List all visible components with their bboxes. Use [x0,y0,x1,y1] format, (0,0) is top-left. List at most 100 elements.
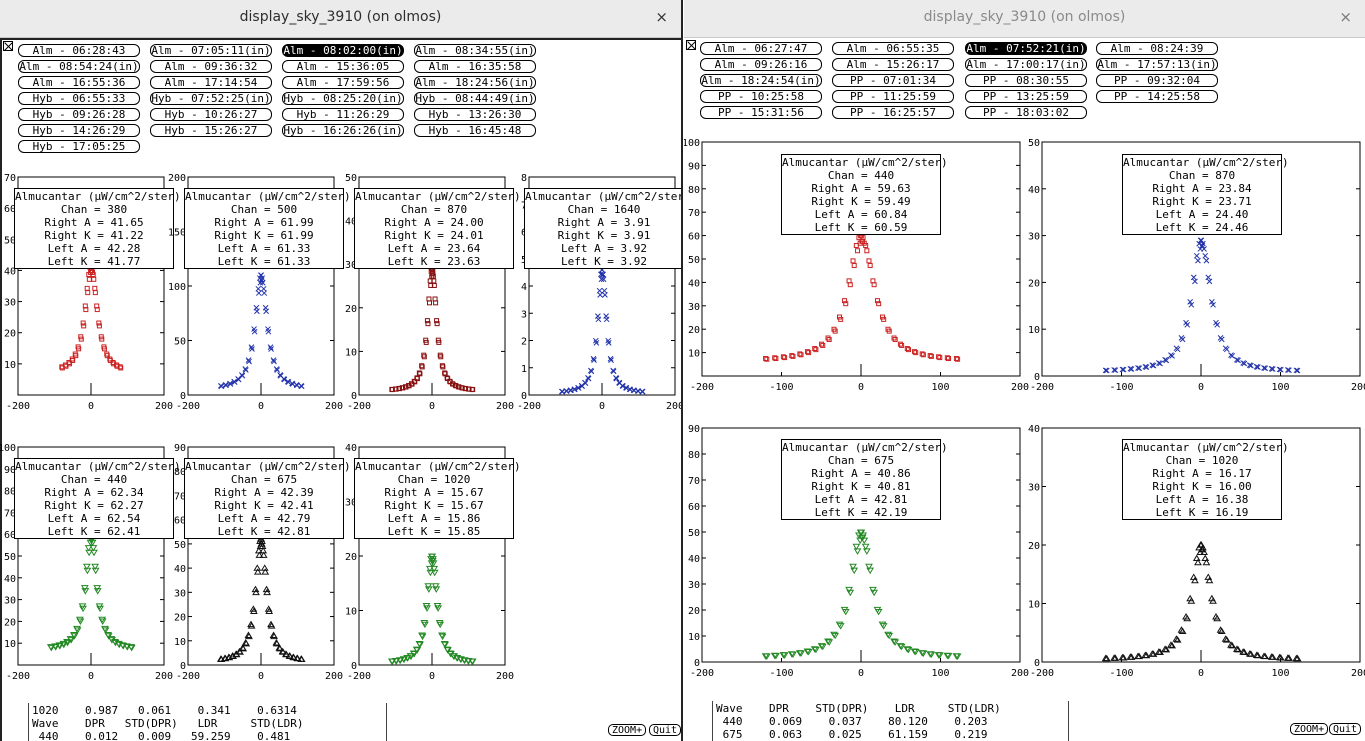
data-point [874,298,880,304]
data-point [1253,363,1260,370]
left-time-button-20[interactable]: Hyb - 14:26:29 [18,124,140,137]
left-time-button-12[interactable]: Hyb - 06:55:33 [18,92,140,105]
left-time-button-10[interactable]: Alm - 17:59:56 [282,76,404,89]
x-tick-label: -200 [1030,382,1054,393]
right-time-button-1[interactable]: Alm - 06:55:35 [832,42,954,55]
legend-line: Right A = 24.00 [384,216,484,229]
data-point [1202,252,1209,259]
left-titlebar[interactable]: display_sky_3910 (on olmos) × [0,0,681,38]
left-time-button-13[interactable]: Hyb - 07:52:25(in) [150,92,272,105]
right-time-button-15[interactable]: PP - 14:25:58 [1096,90,1218,103]
data-point [1200,240,1206,247]
legend-line: Chan = 380 [60,203,128,216]
left-time-button-23[interactable]: Hyb - 16:45:48 [414,124,536,137]
data-point [860,235,866,241]
data-point [259,275,266,281]
right-time-button-9[interactable]: PP - 07:01:34 [832,74,954,87]
right-time-button-6[interactable]: Alm - 17:00:17(in) [965,58,1087,71]
right-time-button-11[interactable]: PP - 09:32:04 [1096,74,1218,87]
data-point [1214,321,1221,328]
left-time-button-24[interactable]: Hyb - 17:05:25 [18,140,140,153]
left-time-button-8[interactable]: Alm - 16:55:36 [18,76,140,89]
data-point [866,258,872,264]
data-point [298,383,305,390]
data-point [1253,651,1262,659]
right-zoom-button[interactable]: ZOOM+ [1290,723,1329,735]
left-close-icon[interactable]: × [655,8,668,26]
x-tick-label: 100 [931,668,949,679]
x-tick-label: 0 [858,668,864,679]
data-point [585,375,592,382]
left-time-button-2[interactable]: Alm - 08:02:00(in) [282,44,404,57]
data-point [247,622,256,629]
left-time-button-9[interactable]: Alm - 17:14:54 [150,76,272,89]
y-tick-label: 50 [1028,138,1040,149]
data-point [1222,636,1231,643]
x-tick-label: -200 [1030,668,1054,679]
left-time-button-19[interactable]: Hyb - 13:26:30 [414,108,536,121]
left-time-button-11[interactable]: Alm - 18:24:56(in) [414,76,536,89]
left-time-button-7[interactable]: Alm - 16:35:58 [414,60,536,73]
left-time-button-16[interactable]: Hyb - 09:26:28 [18,108,140,121]
data-point [867,262,873,268]
right-quit-button[interactable]: Quit [1329,723,1362,735]
left-time-button-6[interactable]: Alm - 15:36:05 [282,60,404,73]
data-point [613,375,620,382]
right-time-button-5[interactable]: Alm - 15:26:17 [832,58,954,71]
data-point [73,353,79,359]
right-time-button-0[interactable]: Alm - 06:27:47 [700,42,822,55]
left-time-button-15[interactable]: Hyb - 08:44:49(in) [414,92,536,105]
y-tick-label: 30 [1028,483,1040,494]
data-point [84,545,93,552]
left-time-button-4[interactable]: Alm - 08:54:24(in) [18,60,140,73]
data-point [425,565,434,573]
left-quit-button[interactable]: Quit [649,724,681,736]
right-corner-close-icon[interactable] [686,40,696,50]
right-time-button-3[interactable]: Alm - 08:24:39 [1096,42,1218,55]
right-time-button-8[interactable]: Alm - 18:24:54(in) [700,74,822,87]
data-point [265,607,274,615]
right-time-button-10[interactable]: PP - 08:30:55 [965,74,1087,87]
left-time-button-3[interactable]: Alm - 08:34:55(in) [414,44,536,57]
y-tick-label: 40 [688,278,700,289]
right-titlebar[interactable]: display_sky_3910 (on olmos) × [684,0,1365,38]
right-time-button-16[interactable]: PP - 15:31:56 [700,106,822,119]
x-tick-label: 200 [325,401,343,412]
right-time-button-4[interactable]: Alm - 09:26:16 [700,58,822,71]
right-time-button-13[interactable]: PP - 11:25:59 [832,90,954,103]
right-time-button-18[interactable]: PP - 18:03:02 [965,106,1087,119]
right-time-button-17[interactable]: PP - 16:25:57 [832,106,954,119]
data-point [81,588,90,595]
left-time-button-17[interactable]: Hyb - 10:26:27 [150,108,272,121]
data-point [265,328,272,335]
x-tick-label: 200 [155,401,173,412]
data-point [218,383,225,390]
right-time-button-7[interactable]: Alm - 17:57:13(in) [1096,58,1218,71]
left-time-button-14[interactable]: Hyb - 08:25:20(in) [282,92,404,105]
data-point [1205,274,1212,281]
y-tick-label: 0 [1034,658,1040,669]
left-time-button-0[interactable]: Alm - 06:28:43 [18,44,140,57]
left-time-button-22[interactable]: Hyb - 16:26:26(in) [282,124,404,137]
left-time-button-1[interactable]: Alm - 07:05:11(in) [150,44,272,57]
legend-line: Right K = 40.81 [811,480,911,493]
data-point [444,647,452,654]
left-time-button-21[interactable]: Hyb - 15:26:27 [150,124,272,137]
left-time-button-18[interactable]: Hyb - 11:26:29 [282,108,404,121]
right-bottom-divider-b [1068,701,1069,741]
data-point [407,653,415,660]
left-bottom-divider-a [28,703,29,741]
left-time-button-5[interactable]: Alm - 09:36:32 [150,60,272,73]
right-time-button-2[interactable]: Alm - 07:52:21(in) [965,42,1087,55]
data-point [899,342,905,348]
legend-line: Chan = 440 [60,473,128,486]
right-time-button-12[interactable]: PP - 10:25:58 [700,90,822,103]
right-time-button-14[interactable]: PP - 13:25:59 [965,90,1087,103]
y-tick-label: 0 [180,661,186,672]
x-tick-label: -100 [769,668,793,679]
right-close-icon[interactable]: × [1339,8,1352,26]
data-point [919,351,925,357]
left-zoom-button[interactable]: ZOOM+ [608,724,647,736]
data-point [264,605,273,612]
left-corner-close-icon[interactable] [3,41,13,51]
